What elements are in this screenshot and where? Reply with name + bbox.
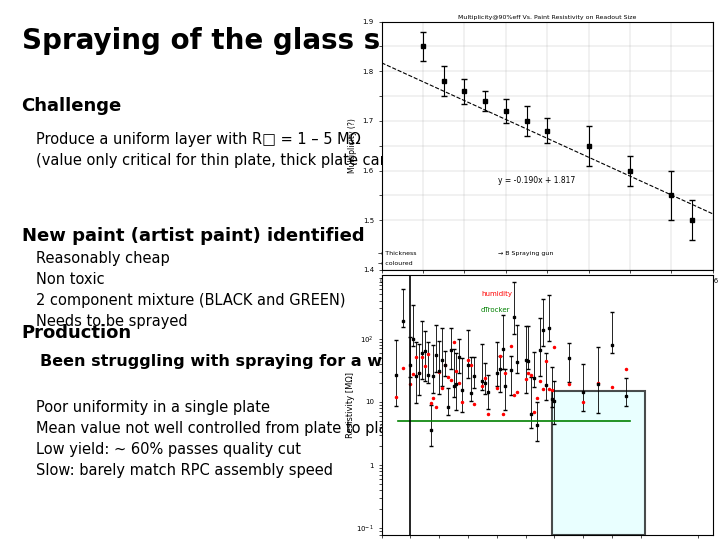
FancyBboxPatch shape — [552, 390, 645, 535]
Y-axis label: Multiplicity (?): Multiplicity (?) — [348, 118, 357, 173]
Text: Poor uniformity in a single plate
Mean value not well controlled from plate to p: Poor uniformity in a single plate Mean v… — [36, 400, 402, 477]
Text: y = -0.190x + 1.817: y = -0.190x + 1.817 — [498, 176, 575, 185]
Text: dTrocker: dTrocker — [481, 307, 510, 313]
Text: Production: Production — [22, 324, 132, 342]
Text: Reasonably cheap
Non toxic
2 component mixture (BLACK and GREEN)
Needs to be spr: Reasonably cheap Non toxic 2 component m… — [36, 251, 346, 329]
Text: humidity: humidity — [481, 291, 512, 297]
Text: Produce a uniform layer with R□ = 1 – 5 MΩ
(value only critical for thin plate, : Produce a uniform layer with R□ = 1 – 5 … — [36, 132, 462, 168]
Text: → coloured: → coloured — [378, 261, 413, 266]
Y-axis label: Resistivity [MΩ]: Resistivity [MΩ] — [346, 372, 355, 438]
Text: Challenge: Challenge — [22, 97, 122, 115]
Text: Spraying of the glass sheets: Spraying of the glass sheets — [22, 27, 467, 55]
Text: New paint (artist paint) identified: New paint (artist paint) identified — [22, 227, 364, 245]
Text: → Thickness: → Thickness — [378, 251, 417, 255]
Text: Been struggling with spraying for a while: Been struggling with spraying for a whil… — [40, 354, 415, 369]
Text: Measurements with
20 x 20 cm² chambers: Measurements with 20 x 20 cm² chambers — [452, 43, 585, 71]
Text: → B Spraying gun: → B Spraying gun — [498, 251, 553, 255]
X-axis label: Resistivity[MΩ/□]: Resistivity[MΩ/□] — [513, 289, 581, 298]
Title: Multiplicity@90%eff Vs. Paint Resistivity on Readout Size: Multiplicity@90%eff Vs. Paint Resistivit… — [458, 15, 636, 20]
